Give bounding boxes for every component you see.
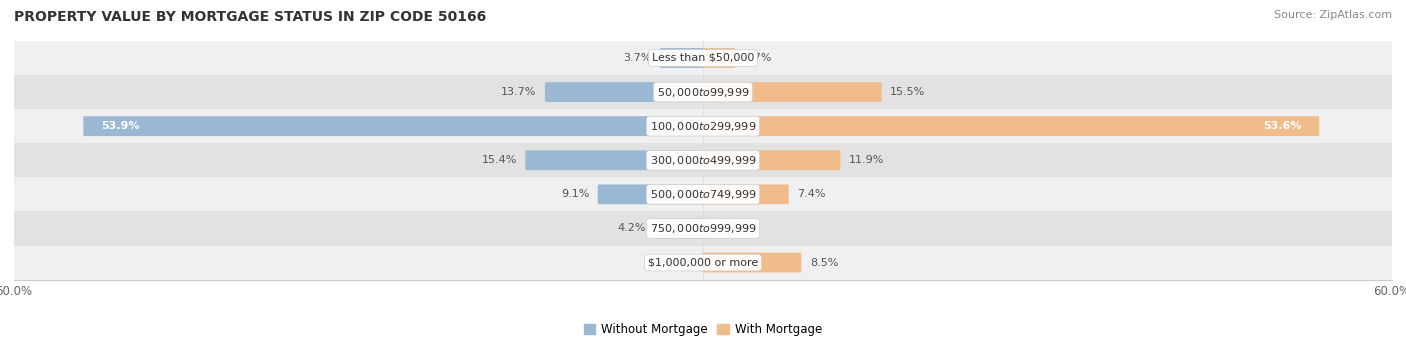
Text: $50,000 to $99,999: $50,000 to $99,999 [657, 86, 749, 99]
Text: $300,000 to $499,999: $300,000 to $499,999 [650, 154, 756, 167]
Text: Less than $50,000: Less than $50,000 [652, 53, 754, 63]
FancyBboxPatch shape [659, 48, 704, 68]
FancyBboxPatch shape [702, 48, 735, 68]
FancyBboxPatch shape [654, 219, 704, 238]
FancyBboxPatch shape [702, 116, 1319, 136]
FancyBboxPatch shape [526, 150, 704, 170]
Bar [14, 177, 1392, 211]
Text: 4.2%: 4.2% [617, 223, 645, 234]
Text: 0.45%: 0.45% [717, 223, 752, 234]
Bar [14, 246, 1392, 280]
Text: $500,000 to $749,999: $500,000 to $749,999 [650, 188, 756, 201]
Bar [14, 109, 1392, 143]
FancyBboxPatch shape [83, 116, 704, 136]
Text: 13.7%: 13.7% [501, 87, 537, 97]
Text: $750,000 to $999,999: $750,000 to $999,999 [650, 222, 756, 235]
Text: 3.7%: 3.7% [623, 53, 651, 63]
Text: 0.0%: 0.0% [665, 257, 693, 268]
Text: 7.4%: 7.4% [797, 189, 825, 199]
FancyBboxPatch shape [702, 184, 789, 204]
FancyBboxPatch shape [702, 150, 841, 170]
Bar [14, 211, 1392, 246]
Text: $100,000 to $299,999: $100,000 to $299,999 [650, 120, 756, 133]
Text: 11.9%: 11.9% [849, 155, 884, 165]
Text: 15.5%: 15.5% [890, 87, 925, 97]
FancyBboxPatch shape [702, 82, 882, 102]
Bar [14, 41, 1392, 75]
Text: PROPERTY VALUE BY MORTGAGE STATUS IN ZIP CODE 50166: PROPERTY VALUE BY MORTGAGE STATUS IN ZIP… [14, 10, 486, 24]
Text: 53.9%: 53.9% [101, 121, 139, 131]
Text: 53.6%: 53.6% [1263, 121, 1301, 131]
Text: $1,000,000 or more: $1,000,000 or more [648, 257, 758, 268]
Text: 2.7%: 2.7% [744, 53, 772, 63]
Text: 15.4%: 15.4% [482, 155, 517, 165]
FancyBboxPatch shape [546, 82, 704, 102]
FancyBboxPatch shape [702, 219, 709, 238]
FancyBboxPatch shape [702, 253, 801, 272]
Bar [14, 75, 1392, 109]
Text: 9.1%: 9.1% [561, 189, 589, 199]
FancyBboxPatch shape [598, 184, 704, 204]
Text: 8.5%: 8.5% [810, 257, 838, 268]
Bar [14, 143, 1392, 177]
Legend: Without Mortgage, With Mortgage: Without Mortgage, With Mortgage [579, 318, 827, 341]
Text: Source: ZipAtlas.com: Source: ZipAtlas.com [1274, 10, 1392, 20]
